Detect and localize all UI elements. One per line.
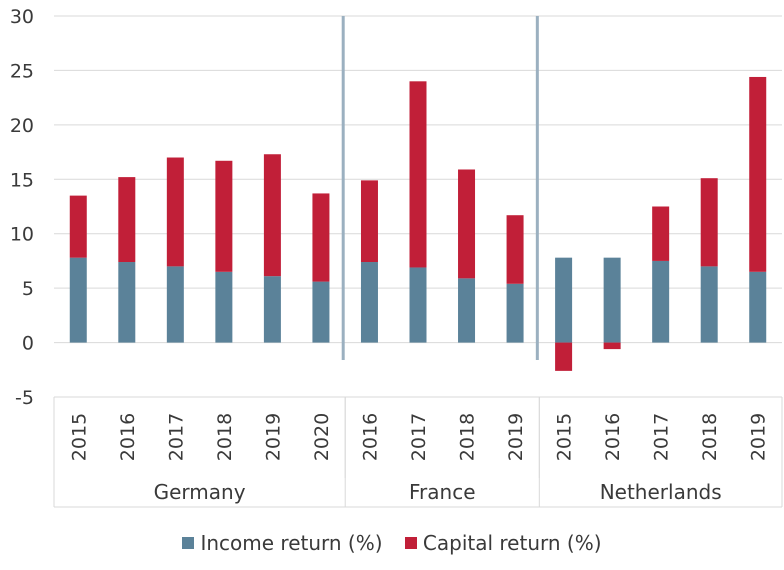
x-tick-label: 2019 [748, 413, 770, 461]
bar-income-france-2019 [506, 283, 524, 343]
bar-income-germany-2018 [215, 271, 233, 343]
legend: Income return (%) Capital return (%) [0, 530, 784, 555]
y-axis: 30 25 20 15 10 5 0 -5 [10, 6, 34, 409]
bar-capital-germany-2017 [166, 157, 184, 267]
x-tick-label: 2019 [505, 413, 527, 461]
x-tick-label: 2016 [359, 413, 381, 461]
bar-income-germany-2020 [312, 281, 330, 343]
x-tick-label: 2018 [699, 413, 721, 461]
legend-label-income: Income return (%) [200, 531, 383, 555]
bar-income-netherlands-2016 [603, 257, 621, 343]
bar-income-netherlands-2018 [700, 266, 718, 343]
y-tick-label: 25 [10, 60, 34, 82]
bar-income-france-2018 [458, 278, 476, 343]
bar-capital-france-2016 [360, 180, 378, 263]
bar-income-germany-2016 [118, 262, 136, 343]
bars [69, 76, 767, 371]
x-tick-label: 2017 [165, 413, 187, 461]
x-tick-label: 2016 [117, 413, 139, 461]
bar-income-netherlands-2019 [749, 271, 767, 343]
x-tick-label: 2018 [457, 413, 479, 461]
bar-capital-france-2019 [506, 215, 524, 284]
group-separators [341, 16, 539, 360]
group-label-netherlands: Netherlands [600, 480, 722, 504]
legend-item-capital: Capital return (%) [404, 531, 602, 555]
x-tick-label: 2018 [214, 413, 236, 461]
bar-capital-netherlands-2019 [749, 76, 767, 272]
bar-capital-germany-2019 [263, 154, 281, 277]
y-tick-label: 15 [10, 169, 34, 191]
bar-capital-france-2017 [409, 81, 427, 268]
x-tick-label: 2020 [311, 413, 333, 461]
bar-income-france-2016 [360, 262, 378, 343]
y-tick-label: 20 [10, 115, 34, 137]
y-tick-label: 10 [10, 224, 34, 246]
legend-item-income: Income return (%) [182, 531, 383, 555]
y-tick-label: 0 [22, 333, 34, 355]
bar-income-netherlands-2015 [555, 257, 573, 343]
x-tick-label: 2019 [262, 413, 284, 461]
bar-capital-netherlands-2016 [603, 342, 621, 350]
x-tick-label: 2016 [602, 413, 624, 461]
bar-capital-netherlands-2018 [700, 178, 718, 267]
bar-capital-germany-2018 [215, 160, 233, 272]
y-tick-label: -5 [15, 387, 34, 409]
bar-capital-germany-2016 [118, 177, 136, 263]
x-tick-label: 2017 [408, 413, 430, 461]
x-tick-label: 2017 [651, 413, 673, 461]
x-axis: 2015 2016 2017 2018 2019 2020 Germany 2016 2017 2… [53, 396, 783, 508]
x-tick-label: 2015 [68, 413, 90, 461]
bar-capital-netherlands-2017 [652, 206, 670, 261]
group-label-germany: Germany [154, 480, 246, 504]
bar-income-germany-2015 [69, 257, 87, 343]
bar-capital-france-2018 [458, 169, 476, 279]
y-tick-label: 5 [22, 278, 34, 300]
bar-income-germany-2017 [166, 266, 184, 343]
bar-capital-germany-2020 [312, 193, 330, 282]
legend-label-capital: Capital return (%) [422, 531, 602, 555]
bar-capital-netherlands-2015 [555, 342, 573, 371]
y-tick-label: 30 [10, 6, 34, 28]
bar-income-germany-2019 [263, 276, 281, 343]
x-tick-label: 2015 [554, 413, 576, 461]
bar-income-netherlands-2017 [652, 260, 670, 343]
legend-swatch-income [182, 537, 195, 549]
bar-income-france-2017 [409, 267, 427, 343]
group-label-france: France [409, 480, 476, 504]
bar-capital-germany-2015 [69, 195, 87, 258]
legend-swatch-capital [404, 537, 417, 549]
